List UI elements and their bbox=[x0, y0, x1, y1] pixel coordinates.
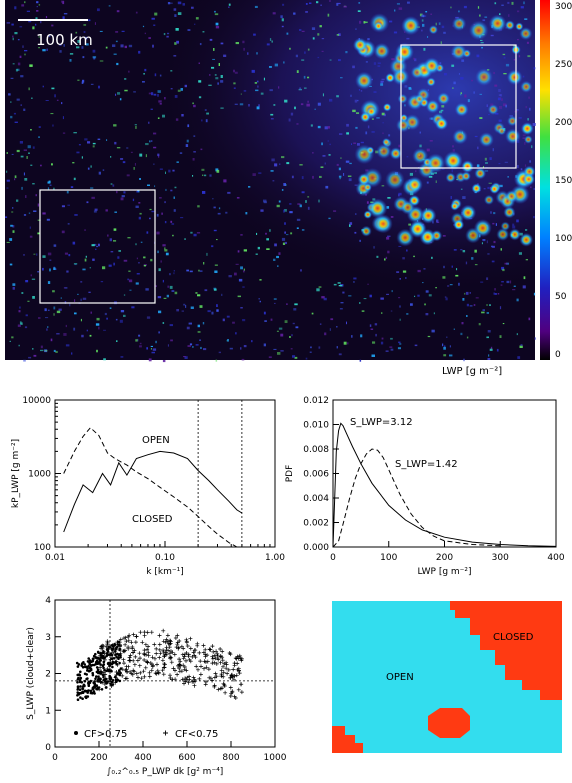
x-tick-label: 600 bbox=[178, 753, 195, 763]
cell-type-mask-panel: OPEN CLOSED bbox=[332, 601, 562, 753]
y-tick-label: 0.004 bbox=[303, 494, 329, 504]
spectra-chart: 0.01 0.10 1.00 100 1000 10000 OPEN CLOSED k [km⁻… bbox=[11, 396, 285, 577]
x-tick-label: 0.10 bbox=[155, 553, 175, 563]
colorbar-scale bbox=[540, 0, 550, 360]
closed-region-box bbox=[400, 44, 517, 169]
x-tick-label: 100 bbox=[380, 553, 397, 563]
y-tick-label: 0.010 bbox=[303, 421, 329, 431]
closed-cell-texture bbox=[352, 13, 536, 247]
x-tick-label: 300 bbox=[492, 553, 509, 563]
lwp-image-panel: 100 km bbox=[5, 0, 536, 363]
legend-cf-high: CF>0.75 bbox=[84, 729, 127, 740]
mask-label-closed: CLOSED bbox=[493, 632, 534, 643]
y-tick-label: 10000 bbox=[22, 396, 51, 406]
x-axis-label: LWP [g m⁻²] bbox=[417, 567, 471, 577]
pdf-chart: 0 100 200 300 400 0.000 0.002 0.004 0.006 0.008 0.… bbox=[285, 396, 565, 577]
annotation-skew-open: S_LWP=3.12 bbox=[350, 417, 413, 428]
colorbar-tick: 200 bbox=[555, 118, 572, 128]
y-tick-label: 0.002 bbox=[303, 519, 329, 529]
y-tick-label: 0.000 bbox=[303, 543, 329, 553]
scatter-points bbox=[75, 628, 244, 701]
colorbar-tick: 150 bbox=[555, 176, 572, 186]
legend-cf-low: CF<0.75 bbox=[175, 729, 218, 740]
y-axis-label: kP_LWP [g m⁻²] bbox=[11, 439, 21, 508]
x-tick-label: 200 bbox=[436, 553, 453, 563]
y-tick-label: 0.006 bbox=[303, 470, 329, 480]
series-closed bbox=[63, 426, 238, 548]
colorbar-tick: 250 bbox=[555, 60, 572, 70]
colorbar-tick: 50 bbox=[555, 292, 567, 302]
x-tick-label: 1.00 bbox=[265, 553, 285, 563]
y-axis-label: PDF bbox=[285, 465, 295, 483]
x-axis-label: ∫₀.₂^₀.₅ P_LWP dk [g² m⁻⁴] bbox=[107, 767, 224, 777]
mask-label-open: OPEN bbox=[386, 672, 414, 683]
series-open bbox=[63, 450, 243, 533]
y-axis-label: S_LWP (cloud+clear) bbox=[26, 627, 36, 720]
y-tick-label: 0.012 bbox=[303, 396, 329, 406]
y-tick-label: 4 bbox=[45, 596, 51, 606]
x-tick-label: 800 bbox=[222, 753, 239, 763]
plot-frame bbox=[54, 599, 276, 748]
y-tick-label: 1 bbox=[45, 706, 51, 716]
y-tick-label: 3 bbox=[45, 633, 51, 643]
closed-blob bbox=[428, 708, 470, 738]
colorbar-label: LWP [g m⁻²] bbox=[442, 366, 502, 377]
x-tick-label: 0.01 bbox=[45, 553, 65, 563]
colorbar-tick: 0 bbox=[555, 350, 561, 360]
pdf-series-1 bbox=[332, 422, 557, 548]
y-tick-label: 1000 bbox=[28, 470, 51, 480]
annotation-skew-closed: S_LWP=1.42 bbox=[395, 459, 458, 470]
legend-dot-icon bbox=[74, 731, 78, 735]
closed-area bbox=[332, 601, 562, 753]
x-tick-label: 0 bbox=[52, 753, 58, 763]
colorbar-tick: 300 bbox=[555, 2, 572, 12]
y-tick-label: 0 bbox=[45, 743, 51, 753]
y-tick-label: 0.008 bbox=[303, 445, 329, 455]
series-label-closed: CLOSED bbox=[132, 514, 173, 525]
colorbar-tick: 100 bbox=[555, 234, 572, 244]
x-tick-label: 400 bbox=[134, 753, 151, 763]
open-region-box bbox=[39, 189, 156, 304]
x-tick-label: 200 bbox=[90, 753, 107, 763]
y-tick-label: 2 bbox=[45, 670, 51, 680]
scale-bar-label: 100 km bbox=[36, 31, 93, 49]
x-tick-label: 400 bbox=[547, 553, 564, 563]
pdf-series-2 bbox=[332, 448, 501, 548]
x-axis-label: k [km⁻¹] bbox=[146, 567, 183, 577]
skewness-scatter-chart: 0 200 400 600 800 1000 0 1 2 3 4 CF>0.75 CF<0.75 ∫₀.₂… bbox=[26, 596, 287, 777]
closed-corner bbox=[332, 726, 363, 753]
series-label-open: OPEN bbox=[142, 435, 170, 446]
cloud-texture bbox=[5, 0, 536, 363]
colorbar: 300 250 200 150 100 50 0 bbox=[540, 0, 572, 360]
x-tick-label: 0 bbox=[330, 553, 336, 563]
legend-plus-icon bbox=[163, 730, 168, 736]
x-tick-label: 1000 bbox=[264, 753, 287, 763]
y-tick-label: 100 bbox=[34, 543, 51, 553]
